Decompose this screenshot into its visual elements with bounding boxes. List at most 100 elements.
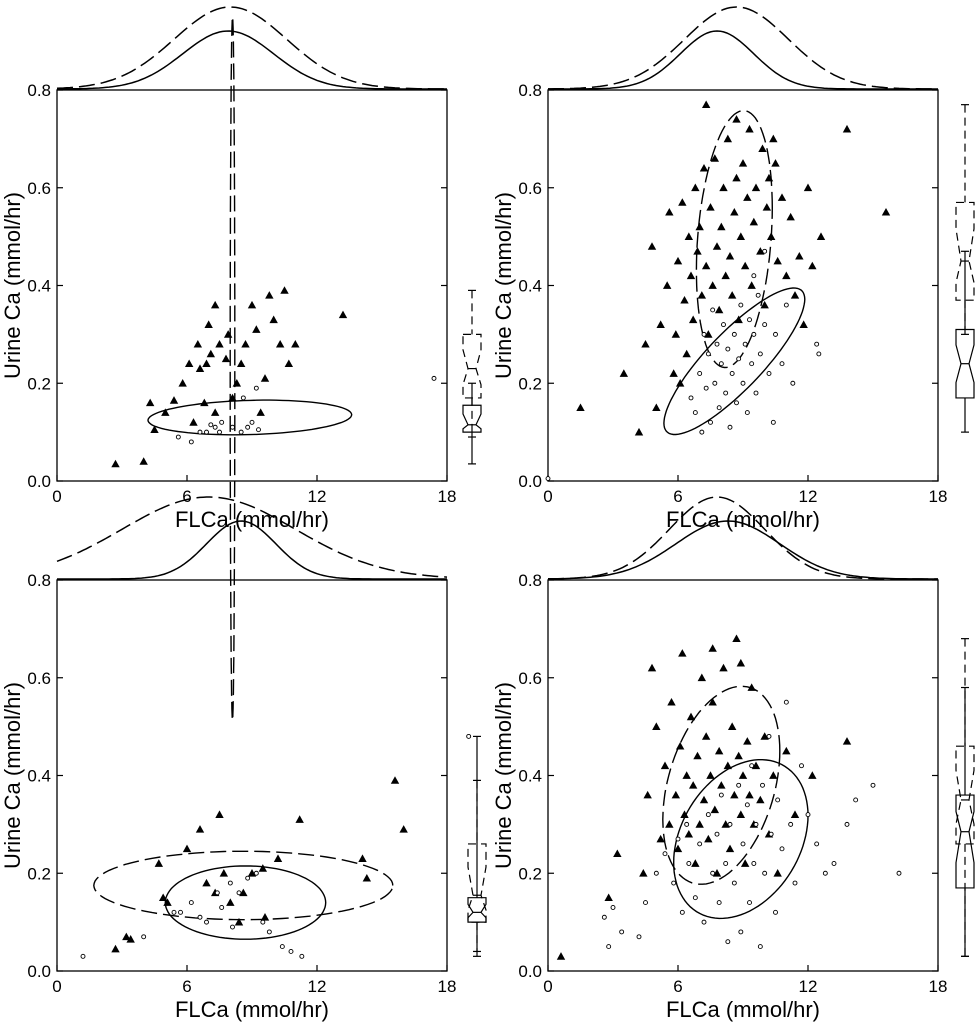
data-point-triangle (682, 349, 691, 358)
data-point-triangle (204, 320, 213, 328)
data-point-triangle (228, 393, 237, 402)
data-point-circle (718, 361, 724, 367)
data-point-circle (431, 375, 437, 381)
x-tick-label: 0 (52, 487, 61, 506)
data-point-triangle (678, 198, 687, 206)
data-point-circle (178, 909, 183, 915)
data-point-circle (671, 880, 677, 886)
data-point-triangle (773, 869, 782, 877)
data-point-triangle (195, 825, 205, 833)
boxplot-notched-dashed (462, 333, 482, 399)
data-point-circle (738, 929, 744, 935)
data-point-triangle (734, 751, 743, 760)
x-tick-label: 18 (438, 487, 457, 506)
data-point-triangle (680, 295, 689, 304)
data-point-circle (260, 919, 266, 925)
boxplot-notched-solid (462, 404, 482, 433)
data-point-circle (299, 953, 305, 959)
data-point-triangle (701, 261, 711, 270)
data-point-circle (727, 821, 733, 827)
data-point-triangle (782, 746, 791, 755)
data-point-triangle (760, 300, 769, 309)
data-point-circle (662, 851, 668, 857)
density-curve-dashed (548, 6, 939, 90)
data-point-triangle (721, 271, 730, 280)
data-point-circle (725, 939, 731, 945)
data-point-triangle (210, 300, 220, 309)
data-point-circle (606, 944, 612, 950)
data-point-triangle (145, 398, 155, 407)
data-point-triangle (260, 913, 270, 921)
x-axis-label: FLCa (mmol/hr) (175, 997, 329, 1022)
data-point-triangle (701, 100, 711, 109)
y-tick-label: 0.4 (27, 277, 51, 296)
data-point-triangle (766, 232, 776, 240)
data-point-circle (740, 380, 746, 386)
data-point-triangle (691, 183, 700, 192)
data-point-triangle (215, 339, 224, 348)
density-curve-dashed (548, 496, 938, 580)
data-point-circle (736, 356, 742, 362)
data-point-triangle (701, 732, 711, 740)
y-tick-label: 0.2 (518, 864, 542, 883)
data-point-circle (705, 351, 711, 357)
density-curve-dashed (56, 496, 448, 578)
x-tick-label: 0 (543, 487, 552, 506)
data-point-triangle (260, 374, 270, 382)
data-point-circle (760, 782, 765, 788)
data-point-circle (236, 890, 242, 896)
confidence-ellipse-dashed (229, 14, 236, 724)
scatter-panel-bottom-right: 0 6 12 18 0.0 0.2 0.4 0.6 0.8 FLCa (mmol/hr) Urine… (491, 496, 975, 1022)
x-tick-label: 12 (308, 487, 327, 506)
data-point-triangle (684, 829, 694, 838)
data-point-triangle (695, 820, 704, 828)
data-point-circle (727, 424, 733, 430)
data-point-triangle (717, 222, 726, 231)
data-point-circle (601, 914, 607, 920)
data-point-triangle (688, 781, 698, 789)
data-point-triangle (790, 291, 800, 299)
y-axis-label: Urine Ca (mmol/hr) (491, 682, 516, 869)
data-point-triangle (697, 673, 707, 682)
data-point-circle (699, 429, 705, 435)
data-point-circle (466, 733, 472, 739)
data-point-circle (675, 836, 681, 842)
y-tick-label: 0.0 (518, 472, 542, 491)
data-point-triangle (236, 359, 246, 368)
data-point-circle (770, 419, 776, 425)
data-point-triangle (686, 271, 696, 280)
data-point-triangle (206, 349, 216, 358)
y-tick-label: 0.0 (27, 472, 51, 491)
x-tick-label: 12 (799, 977, 818, 996)
data-point-triangle (708, 281, 717, 289)
boxplot-notched-solid (955, 328, 975, 399)
data-point-triangle (139, 457, 148, 465)
data-point-triangle (202, 878, 211, 887)
data-point-triangle (665, 207, 674, 216)
data-point-triangle (678, 649, 687, 657)
data-point-circle (716, 405, 722, 411)
data-point-circle (238, 429, 244, 435)
data-point-circle (744, 802, 750, 808)
x-tick-label: 6 (673, 487, 682, 506)
data-point-triangle (295, 815, 304, 823)
data-point-triangle (747, 683, 756, 691)
data-point-circle (757, 944, 763, 950)
data-point-triangle (667, 697, 676, 706)
data-point-circle (204, 429, 209, 435)
data-point-triangle (725, 251, 735, 260)
data-point-triangle (816, 232, 826, 240)
y-tick-label: 0.2 (518, 374, 542, 393)
data-point-circle (175, 434, 181, 440)
data-point-triangle (769, 771, 778, 779)
density-curve-solid (547, 520, 938, 580)
data-point-triangle (719, 183, 728, 192)
data-point-triangle (671, 790, 681, 799)
data-point-triangle (122, 932, 131, 941)
data-point-circle (708, 419, 713, 425)
x-tick-label: 18 (438, 977, 457, 996)
boxplot-notched-dashed (955, 745, 975, 845)
data-point-triangle (662, 281, 672, 289)
data-point-triangle (688, 315, 698, 324)
